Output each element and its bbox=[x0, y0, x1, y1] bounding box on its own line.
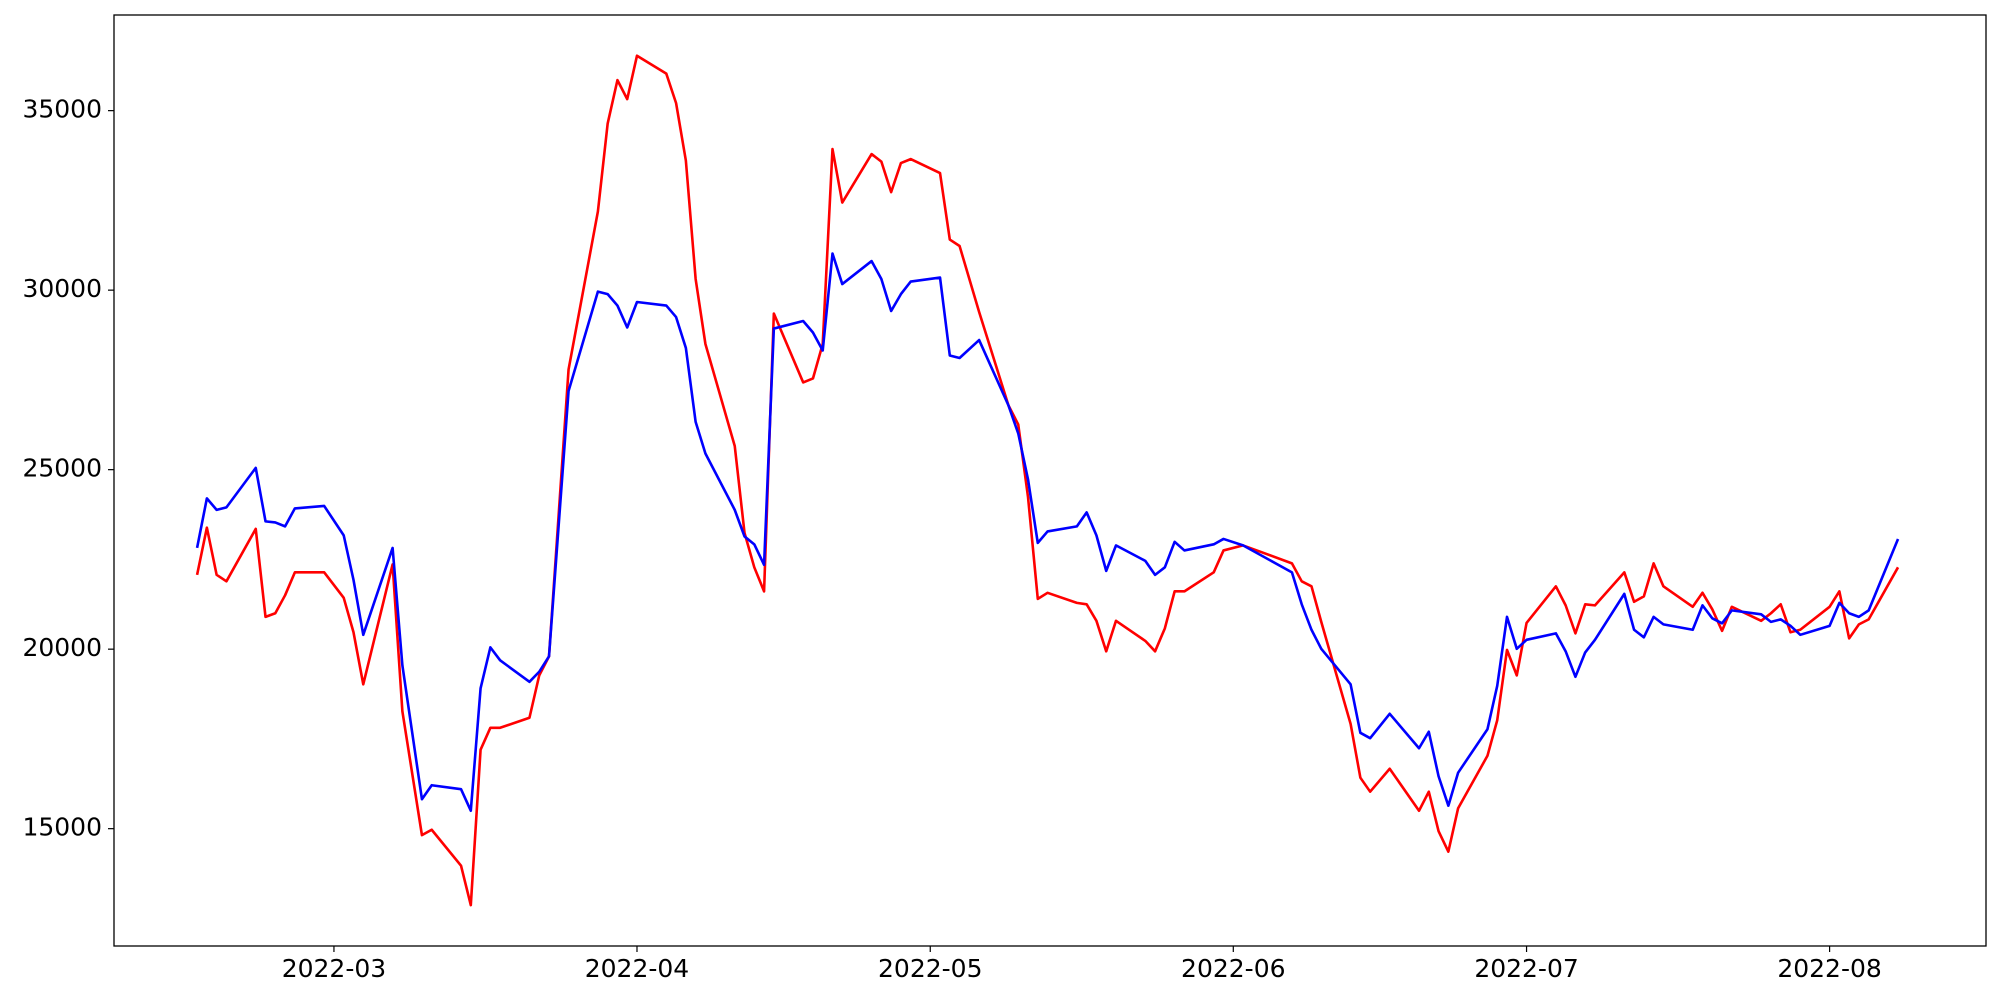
x-tick-label: 2022-03 bbox=[282, 954, 386, 983]
x-tick-label: 2022-05 bbox=[878, 954, 982, 983]
x-tick-label: 2022-04 bbox=[585, 954, 689, 983]
x-tick-label: 2022-06 bbox=[1181, 954, 1285, 983]
y-tick-label: 20000 bbox=[22, 633, 102, 662]
y-tick-label: 25000 bbox=[22, 454, 102, 483]
data-line bbox=[195, 252, 1900, 813]
y-tick-label: 35000 bbox=[22, 95, 102, 124]
plot-frame bbox=[113, 14, 1987, 947]
y-tick-label: 30000 bbox=[22, 274, 102, 303]
y-tick-label: 15000 bbox=[22, 813, 102, 842]
data-line bbox=[195, 54, 1900, 907]
x-tick-label: 2022-08 bbox=[1777, 954, 1881, 983]
x-tick-label: 2022-07 bbox=[1474, 954, 1578, 983]
